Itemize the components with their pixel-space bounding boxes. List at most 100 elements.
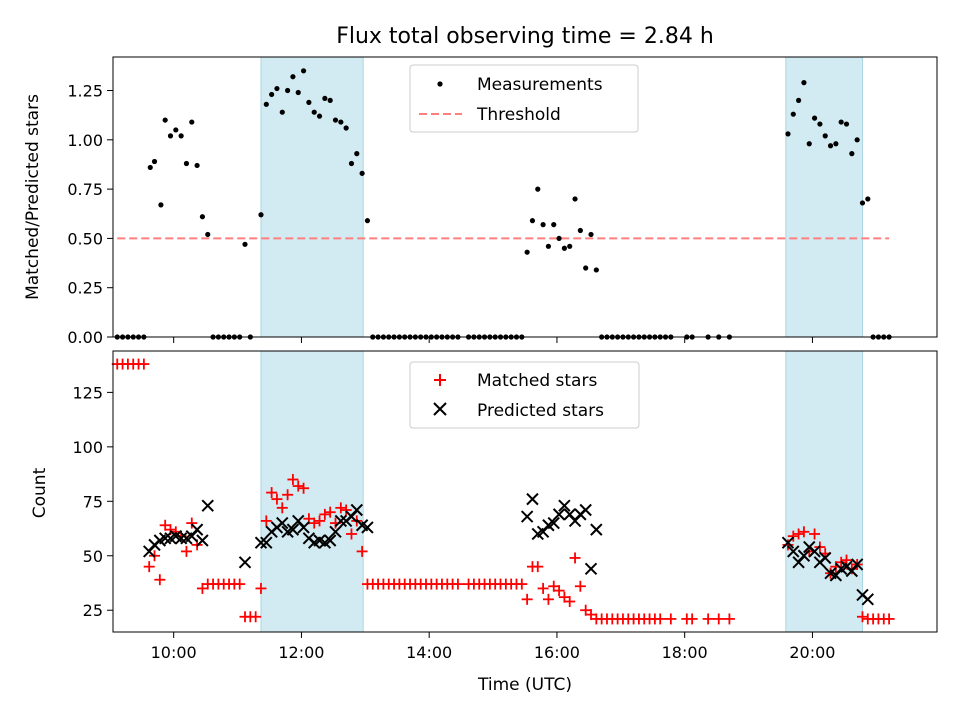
predicted-star-marker-b <box>169 529 183 543</box>
matched-star-marker <box>138 358 150 370</box>
predicted-star-marker-b <box>323 534 337 547</box>
matched-star-marker <box>516 578 528 590</box>
measurement-point <box>194 162 200 169</box>
measurement-point <box>865 196 871 202</box>
legend-matched-marker <box>434 374 446 386</box>
matched-star-marker <box>569 552 581 564</box>
matched-star-marker <box>287 474 299 486</box>
measurement-point <box>343 125 349 131</box>
predicted-star-marker <box>520 510 534 523</box>
predicted-star-marker-b <box>313 534 326 547</box>
predicted-star-marker <box>323 534 337 547</box>
predicted-star-marker-b <box>781 536 795 549</box>
measurement-point <box>577 227 583 234</box>
bottom-ytick-label: 50 <box>83 547 103 566</box>
bottom-xtick-label: 16:00 <box>534 643 580 662</box>
predicted-star-marker-b <box>329 525 342 539</box>
matched-star-marker <box>686 613 698 625</box>
measurement-point <box>572 196 578 202</box>
predicted-star-marker-b <box>334 514 348 528</box>
measurement-point <box>849 151 855 157</box>
predicted-star-marker <box>526 492 539 506</box>
measurement-point <box>556 235 562 242</box>
matched-star-marker <box>564 596 576 608</box>
top-shaded-intervals <box>260 56 863 338</box>
matched-star-marker <box>702 613 714 625</box>
matched-star-marker <box>186 517 198 529</box>
measurement-point <box>263 101 269 107</box>
bottom-ytick-label: 25 <box>83 601 103 620</box>
predicted-star-marker-b <box>355 519 369 532</box>
predicted-star-marker-b <box>797 549 811 562</box>
measurement-point <box>295 89 301 96</box>
predicted-star-marker <box>552 508 566 521</box>
measurement-point <box>859 200 866 206</box>
predicted-star-marker <box>584 562 598 576</box>
bottom-y-axis-label: Count <box>30 467 50 518</box>
measurement-point <box>279 109 285 115</box>
matched-star-marker <box>335 502 347 514</box>
predicted-star-marker-b <box>238 556 252 569</box>
measurement-point <box>833 141 839 147</box>
predicted-star-marker-b <box>361 521 374 534</box>
predicted-star-marker-b <box>190 523 204 536</box>
predicted-star-marker <box>361 521 374 534</box>
bottom-xtick-label: 12:00 <box>278 643 324 662</box>
top-legend-box <box>409 64 639 133</box>
measurement-point <box>822 133 828 139</box>
predicted-star-marker <box>276 516 289 530</box>
matched-star-marker <box>154 574 166 586</box>
predicted-star-marker <box>238 556 252 569</box>
matched-star-marker <box>250 611 262 623</box>
measurement-point <box>838 119 844 125</box>
measurement-point <box>269 91 275 98</box>
matched-star-marker <box>665 613 677 625</box>
measurement-point <box>284 87 291 94</box>
predicted-star-marker <box>297 521 310 534</box>
predicted-star-marker-b <box>850 558 864 571</box>
predicted-star-marker-b <box>254 536 268 549</box>
predicted-star-marker-b <box>558 499 571 512</box>
predicted-star-marker-b <box>579 503 592 517</box>
shaded-interval-2 <box>785 350 863 633</box>
measurement-point <box>306 99 312 105</box>
measurement-point <box>300 68 307 74</box>
bottom-plot-frame <box>112 350 938 633</box>
measurement-point <box>583 265 589 271</box>
measurement-point <box>567 243 573 249</box>
top-ytick-label: 1.00 <box>67 131 103 150</box>
predicted-star-markers <box>142 492 875 606</box>
top-plot-frame <box>112 56 938 338</box>
predicted-star-marker <box>819 551 832 565</box>
measurement-point <box>827 143 834 149</box>
measurement-point <box>348 160 355 167</box>
predicted-star-marker-b <box>819 551 832 565</box>
top-ytick-label: 0.50 <box>67 229 103 248</box>
bottom-legend-box <box>409 361 640 429</box>
top-y-ticks: 0.00 0.25 0.50 0.75 1.00 1.25 <box>67 82 113 347</box>
measurement-point <box>811 115 818 121</box>
predicted-star-marker-b <box>201 499 214 512</box>
measurement-point <box>593 267 599 273</box>
measurement-point <box>843 121 850 127</box>
figure-title: Flux total observing time = 2.84 h <box>336 24 714 49</box>
measurement-point <box>322 95 328 102</box>
x-axis-label: Time (UTC) <box>477 675 572 695</box>
top-ytick-label: 0.00 <box>67 328 103 347</box>
measurement-point <box>796 97 802 103</box>
predicted-star-marker <box>286 523 300 536</box>
measurement-point <box>545 243 552 249</box>
shaded-interval-1 <box>260 350 364 633</box>
bottom-xtick-label: 20:00 <box>789 643 835 662</box>
predicted-star-marker <box>196 534 209 547</box>
predicted-star-marker <box>861 593 875 606</box>
measurement-point <box>529 218 536 224</box>
top-ytick-label: 1.25 <box>67 82 103 101</box>
measurement-point <box>158 202 164 208</box>
bottom-ytick-label: 75 <box>83 492 103 511</box>
matched-star-marker <box>314 515 326 527</box>
measurement-point <box>327 97 333 103</box>
matched-star-marker <box>266 487 278 499</box>
measurement-point <box>785 131 791 137</box>
measurement-point <box>551 222 557 228</box>
